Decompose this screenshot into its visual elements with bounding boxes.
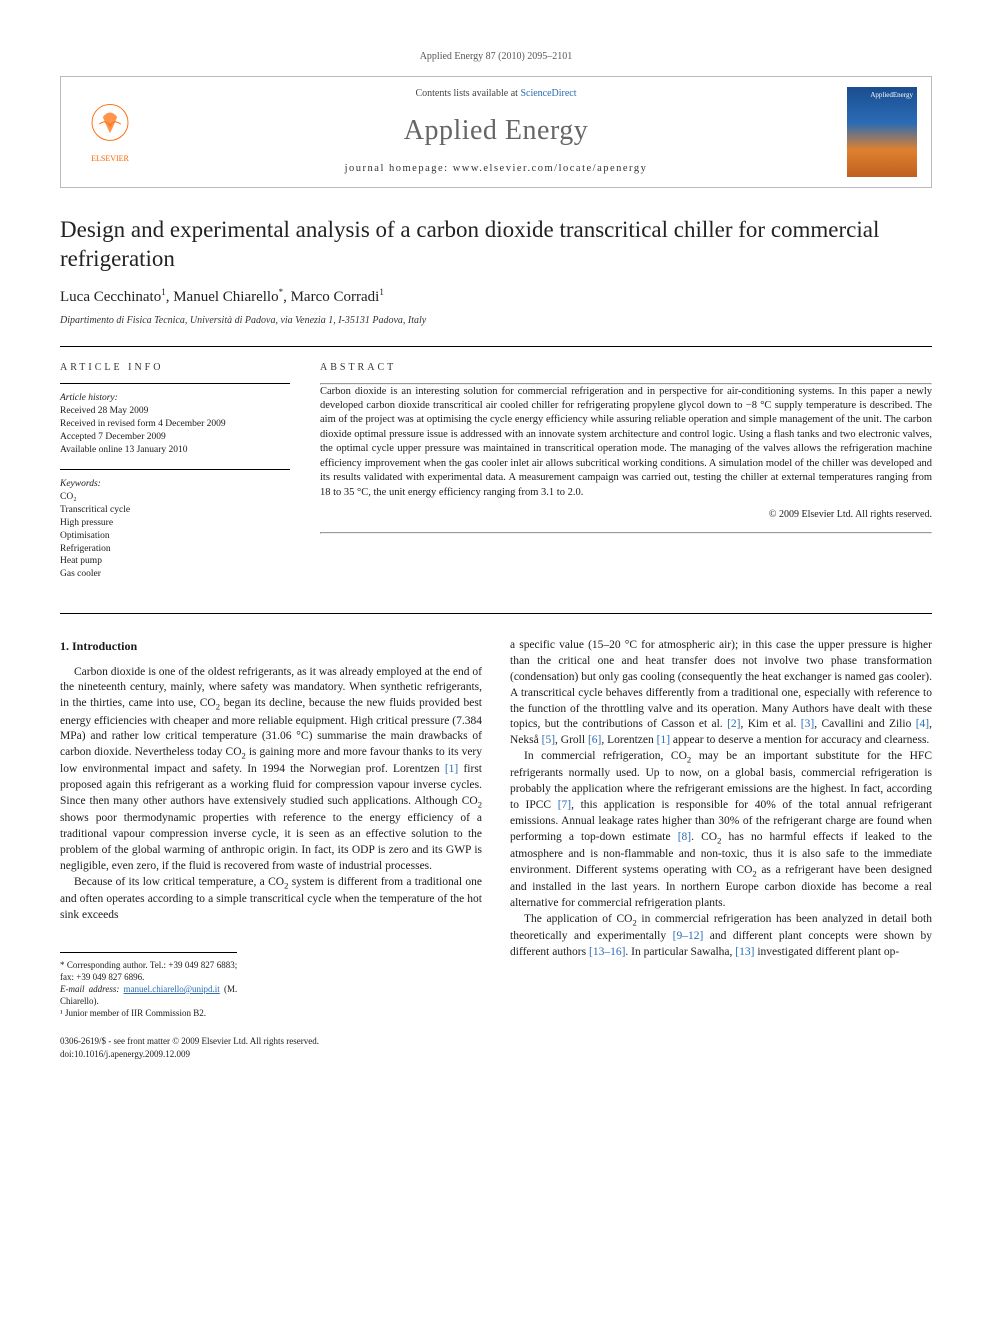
email-link[interactable]: manuel.chiarello@unipd.it xyxy=(124,984,220,994)
right-column: a specific value (15–20 °C for atmospher… xyxy=(510,638,932,1019)
junior-note: ¹ Junior member of IIR Commission B2. xyxy=(60,1007,237,1019)
history-line: Received in revised form 4 December 2009 xyxy=(60,418,290,431)
ref-link[interactable]: [1] xyxy=(445,763,458,775)
history-line: Available online 13 January 2010 xyxy=(60,444,290,457)
affiliation: Dipartimento di Fisica Tecnica, Universi… xyxy=(60,314,932,328)
ref-link[interactable]: [4] xyxy=(916,718,929,730)
ref-link[interactable]: [2] xyxy=(727,718,740,730)
ref-link[interactable]: [1] xyxy=(657,734,670,746)
ref-link[interactable]: [3] xyxy=(801,718,814,730)
history-label: Article history: xyxy=(60,392,290,405)
body-paragraph: Carbon dioxide is one of the oldest refr… xyxy=(60,665,482,875)
footer-left: 0306-2619/$ - see front matter © 2009 El… xyxy=(60,1035,319,1060)
keyword: High pressure xyxy=(60,517,290,530)
article-title: Design and experimental analysis of a ca… xyxy=(60,216,932,274)
section-number: 1. xyxy=(60,639,69,653)
abstract-copyright: © 2009 Elsevier Ltd. All rights reserved… xyxy=(320,508,932,522)
email-line: E-mail address: manuel.chiarello@unipd.i… xyxy=(60,983,237,1007)
abstract-col: ABSTRACT Carbon dioxide is an interestin… xyxy=(320,347,932,594)
header-citation: Applied Energy 87 (2010) 2095–2101 xyxy=(60,50,932,64)
left-column: 1. Introduction Carbon dioxide is one of… xyxy=(60,638,482,1019)
journal-homepage: journal homepage: www.elsevier.com/locat… xyxy=(159,162,833,177)
contents-line: Contents lists available at ScienceDirec… xyxy=(159,87,833,101)
journal-name: Applied Energy xyxy=(159,111,833,150)
keyword: CO₂ xyxy=(60,491,290,504)
page-footer: 0306-2619/$ - see front matter © 2009 El… xyxy=(60,1035,932,1060)
body-paragraph: a specific value (15–20 °C for atmospher… xyxy=(510,638,932,749)
doi: doi:10.1016/j.apenergy.2009.12.009 xyxy=(60,1048,319,1061)
section-title: Introduction xyxy=(72,639,137,653)
elsevier-logo: ELSEVIER xyxy=(75,92,145,172)
history-line: Received 28 May 2009 xyxy=(60,405,290,418)
front-matter: 0306-2619/$ - see front matter © 2009 El… xyxy=(60,1035,319,1048)
article-info-col: ARTICLE INFO Article history: Received 2… xyxy=(60,347,290,594)
authors: Luca Cecchinato1, Manuel Chiarello*, Mar… xyxy=(60,286,932,308)
history-line: Accepted 7 December 2009 xyxy=(60,431,290,444)
sciencedirect-link[interactable]: ScienceDirect xyxy=(520,88,576,99)
keyword: Gas cooler xyxy=(60,568,290,581)
body-paragraph: The application of CO2 in commercial ref… xyxy=(510,912,932,961)
history-block: Article history: Received 28 May 2009 Re… xyxy=(60,392,290,457)
abstract-heading: ABSTRACT xyxy=(320,361,932,375)
homepage-pre: journal homepage: xyxy=(345,163,453,174)
article-info-heading: ARTICLE INFO xyxy=(60,361,290,375)
ref-link[interactable]: [9–12] xyxy=(673,930,704,942)
email-label: E-mail address: xyxy=(60,984,119,994)
homepage-url[interactable]: www.elsevier.com/locate/apenergy xyxy=(453,163,648,174)
cover-label: AppliedEnergy xyxy=(870,91,913,101)
keywords-label: Keywords: xyxy=(60,478,290,491)
publisher-name: ELSEVIER xyxy=(91,153,129,164)
ref-link[interactable]: [6] xyxy=(588,734,601,746)
ref-link[interactable]: [8] xyxy=(678,831,691,843)
keywords-block: Keywords: CO₂ Transcritical cycle High p… xyxy=(60,478,290,582)
ref-link[interactable]: [13] xyxy=(735,946,754,958)
keyword: Optimisation xyxy=(60,530,290,543)
abstract-text: Carbon dioxide is an interesting solutio… xyxy=(320,385,932,501)
corresponding-note: * Corresponding author. Tel.: +39 049 82… xyxy=(60,959,237,983)
contents-pre: Contents lists available at xyxy=(415,88,520,99)
body-columns: 1. Introduction Carbon dioxide is one of… xyxy=(60,638,932,1019)
body-paragraph: In commercial refrigeration, CO2 may be … xyxy=(510,749,932,912)
ref-link[interactable]: [13–16] xyxy=(589,946,625,958)
meta-center: Contents lists available at ScienceDirec… xyxy=(159,87,833,177)
footnotes: * Corresponding author. Tel.: +39 049 82… xyxy=(60,952,237,1020)
keyword: Transcritical cycle xyxy=(60,504,290,517)
body-paragraph: Because of its low critical temperature,… xyxy=(60,875,482,924)
journal-meta-box: ELSEVIER Contents lists available at Sci… xyxy=(60,76,932,188)
journal-cover-thumb: AppliedEnergy xyxy=(847,87,917,177)
keyword: Heat pump xyxy=(60,555,290,568)
section-heading: 1. Introduction xyxy=(60,638,482,655)
ref-link[interactable]: [7] xyxy=(558,799,571,811)
keyword: Refrigeration xyxy=(60,543,290,556)
ref-link[interactable]: [5] xyxy=(542,734,555,746)
rule-mid xyxy=(60,613,932,614)
